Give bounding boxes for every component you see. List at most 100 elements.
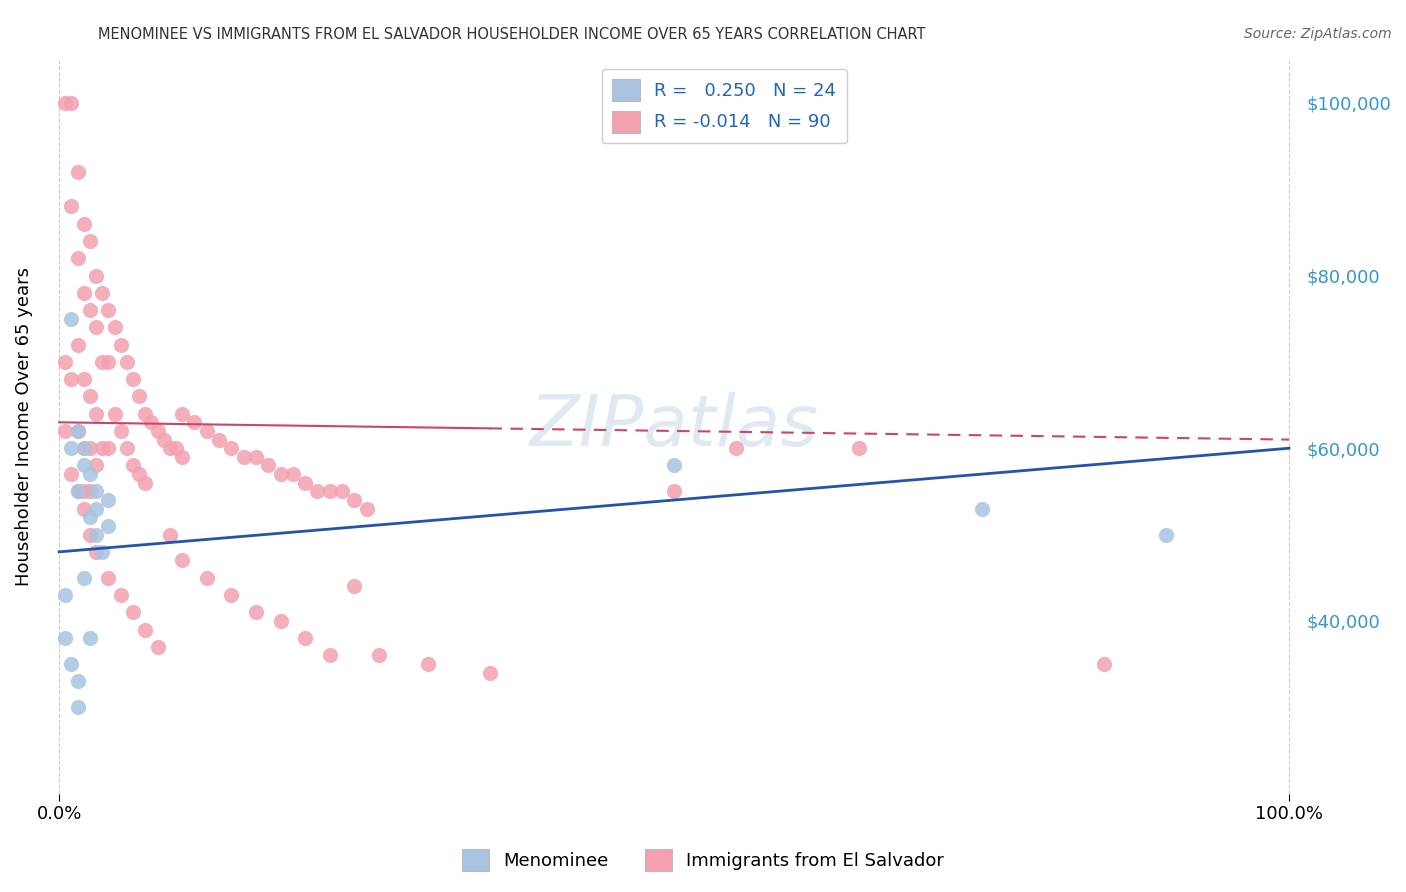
Point — [122, 458, 145, 473]
Point — [97, 519, 120, 533]
Point — [122, 372, 145, 386]
Text: Source: ZipAtlas.com: Source: ZipAtlas.com — [1244, 27, 1392, 41]
Point — [245, 605, 267, 619]
Point — [84, 407, 107, 421]
Point — [478, 665, 501, 680]
Text: MENOMINEE VS IMMIGRANTS FROM EL SALVADOR HOUSEHOLDER INCOME OVER 65 YEARS CORREL: MENOMINEE VS IMMIGRANTS FROM EL SALVADOR… — [98, 27, 927, 42]
Point — [84, 320, 107, 334]
Point — [103, 407, 125, 421]
Point — [84, 484, 107, 499]
Point — [122, 605, 145, 619]
Point — [110, 424, 132, 438]
Point — [159, 441, 181, 455]
Legend: R =   0.250   N = 24, R = -0.014   N = 90: R = 0.250 N = 24, R = -0.014 N = 90 — [602, 69, 846, 144]
Point — [146, 424, 169, 438]
Point — [73, 372, 96, 386]
Point — [53, 355, 76, 369]
Point — [73, 217, 96, 231]
Point — [270, 467, 292, 482]
Point — [84, 545, 107, 559]
Point — [79, 234, 101, 248]
Point — [307, 484, 329, 499]
Point — [66, 700, 89, 714]
Point — [221, 441, 243, 455]
Point — [319, 484, 342, 499]
Point — [172, 553, 194, 567]
Y-axis label: Householder Income Over 65 years: Householder Income Over 65 years — [15, 267, 32, 586]
Point — [66, 251, 89, 265]
Point — [724, 441, 747, 455]
Point — [73, 458, 96, 473]
Point — [134, 407, 156, 421]
Point — [73, 571, 96, 585]
Point — [84, 501, 107, 516]
Point — [60, 199, 83, 213]
Point — [66, 484, 89, 499]
Point — [195, 424, 218, 438]
Point — [115, 441, 138, 455]
Point — [79, 510, 101, 524]
Point — [319, 648, 342, 663]
Point — [165, 441, 187, 455]
Point — [60, 311, 83, 326]
Point — [208, 433, 231, 447]
Point — [97, 355, 120, 369]
Point — [91, 355, 114, 369]
Point — [73, 484, 96, 499]
Point — [368, 648, 391, 663]
Point — [662, 458, 685, 473]
Point — [115, 355, 138, 369]
Point — [53, 424, 76, 438]
Point — [79, 441, 101, 455]
Point — [848, 441, 870, 455]
Point — [970, 501, 993, 516]
Point — [294, 631, 316, 645]
Point — [1154, 527, 1177, 541]
Point — [141, 415, 163, 429]
Point — [416, 657, 439, 672]
Point — [73, 441, 96, 455]
Point — [60, 441, 83, 455]
Point — [60, 95, 83, 110]
Point — [79, 484, 101, 499]
Point — [66, 484, 89, 499]
Point — [73, 441, 96, 455]
Point — [79, 467, 101, 482]
Point — [60, 372, 83, 386]
Point — [110, 337, 132, 351]
Point — [97, 441, 120, 455]
Legend: Menominee, Immigrants from El Salvador: Menominee, Immigrants from El Salvador — [454, 842, 952, 879]
Point — [257, 458, 280, 473]
Point — [343, 579, 366, 593]
Point — [172, 407, 194, 421]
Point — [73, 285, 96, 300]
Point — [159, 527, 181, 541]
Point — [195, 571, 218, 585]
Point — [73, 501, 96, 516]
Point — [66, 165, 89, 179]
Text: ZIPatlas: ZIPatlas — [530, 392, 818, 461]
Point — [294, 475, 316, 490]
Point — [172, 450, 194, 464]
Point — [270, 614, 292, 628]
Point — [53, 631, 76, 645]
Point — [53, 95, 76, 110]
Point — [79, 389, 101, 403]
Point — [128, 467, 150, 482]
Point — [66, 337, 89, 351]
Point — [1094, 657, 1116, 672]
Point — [91, 545, 114, 559]
Point — [356, 501, 378, 516]
Point — [79, 527, 101, 541]
Point — [232, 450, 254, 464]
Point — [66, 424, 89, 438]
Point — [343, 493, 366, 508]
Point — [84, 458, 107, 473]
Point — [84, 268, 107, 283]
Point — [245, 450, 267, 464]
Point — [183, 415, 205, 429]
Point — [91, 441, 114, 455]
Point — [281, 467, 304, 482]
Point — [128, 389, 150, 403]
Point — [103, 320, 125, 334]
